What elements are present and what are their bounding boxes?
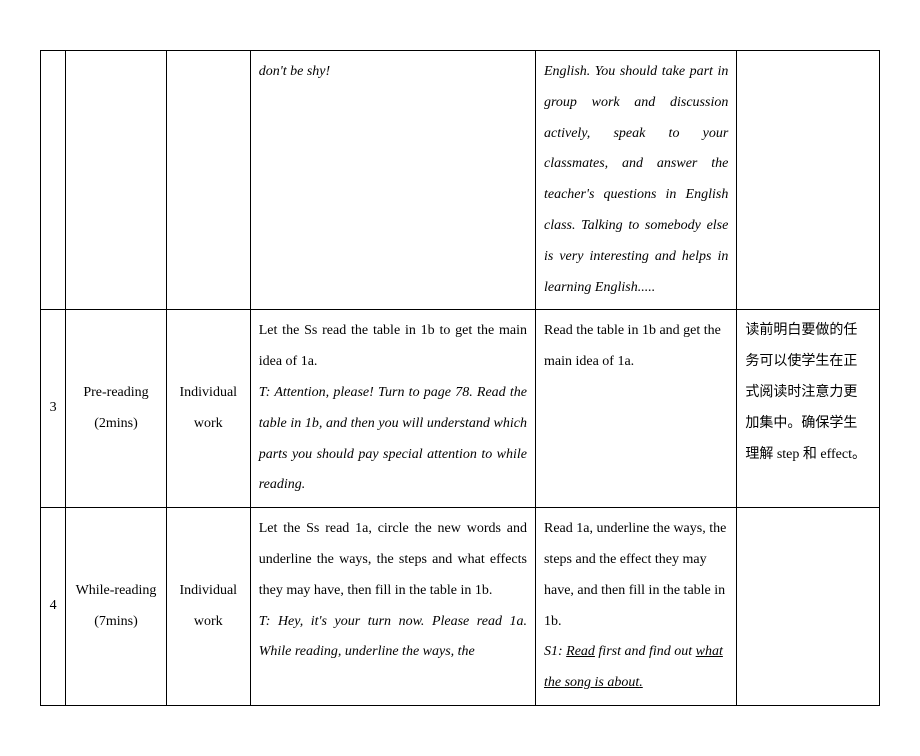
student-plain-text: Read 1a, underline the ways, the steps a…	[544, 521, 726, 628]
student-plain-text: Read the table in 1b and get the main id…	[544, 323, 721, 369]
student-italic-text: English. You should take part in group w…	[544, 64, 728, 295]
student-italic-prefix: S1:	[544, 644, 566, 659]
note-cell: 读前明白要做的任务可以使学生在正式阅读时注意力更加集中。确保学生理解 step …	[737, 310, 880, 508]
stage-cell	[66, 51, 167, 310]
teacher-activity-cell: don't be shy!	[250, 51, 535, 310]
teacher-activity-cell: Let the Ss read 1a, circle the new words…	[250, 508, 535, 706]
student-activity-cell: Read 1a, underline the ways, the steps a…	[535, 508, 736, 706]
row-number	[41, 51, 66, 310]
lesson-plan-table: don't be shy! English. You should take p…	[40, 50, 880, 706]
teacher-italic-text: T: Hey, it's your turn now. Please read …	[259, 614, 527, 660]
mode-cell	[166, 51, 250, 310]
student-activity-cell: English. You should take part in group w…	[535, 51, 736, 310]
row-number: 3	[41, 310, 66, 508]
student-activity-cell: Read the table in 1b and get the main id…	[535, 310, 736, 508]
row-number: 4	[41, 508, 66, 706]
table-row: 3 Pre-reading (2mins) Individual work Le…	[41, 310, 880, 508]
mode-cell: Individual work	[166, 310, 250, 508]
teacher-plain-text: Let the Ss read the table in 1b to get t…	[259, 323, 527, 369]
teacher-activity-cell: Let the Ss read the table in 1b to get t…	[250, 310, 535, 508]
teacher-italic-text: T: Attention, please! Turn to page 78. R…	[259, 385, 527, 492]
mode-cell: Individual work	[166, 508, 250, 706]
student-italic-text: S1: Read first and find out what the son…	[544, 644, 723, 690]
student-italic-mid: first and find out	[595, 644, 696, 659]
table-row: 4 While-reading (7mins) Individual work …	[41, 508, 880, 706]
teacher-italic-text: don't be shy!	[259, 64, 330, 79]
table-row: don't be shy! English. You should take p…	[41, 51, 880, 310]
note-cell	[737, 51, 880, 310]
underline-text: Read	[566, 644, 595, 659]
note-cell	[737, 508, 880, 706]
teacher-plain-text: Let the Ss read 1a, circle the new words…	[259, 521, 527, 598]
stage-cell: Pre-reading (2mins)	[66, 310, 167, 508]
stage-cell: While-reading (7mins)	[66, 508, 167, 706]
